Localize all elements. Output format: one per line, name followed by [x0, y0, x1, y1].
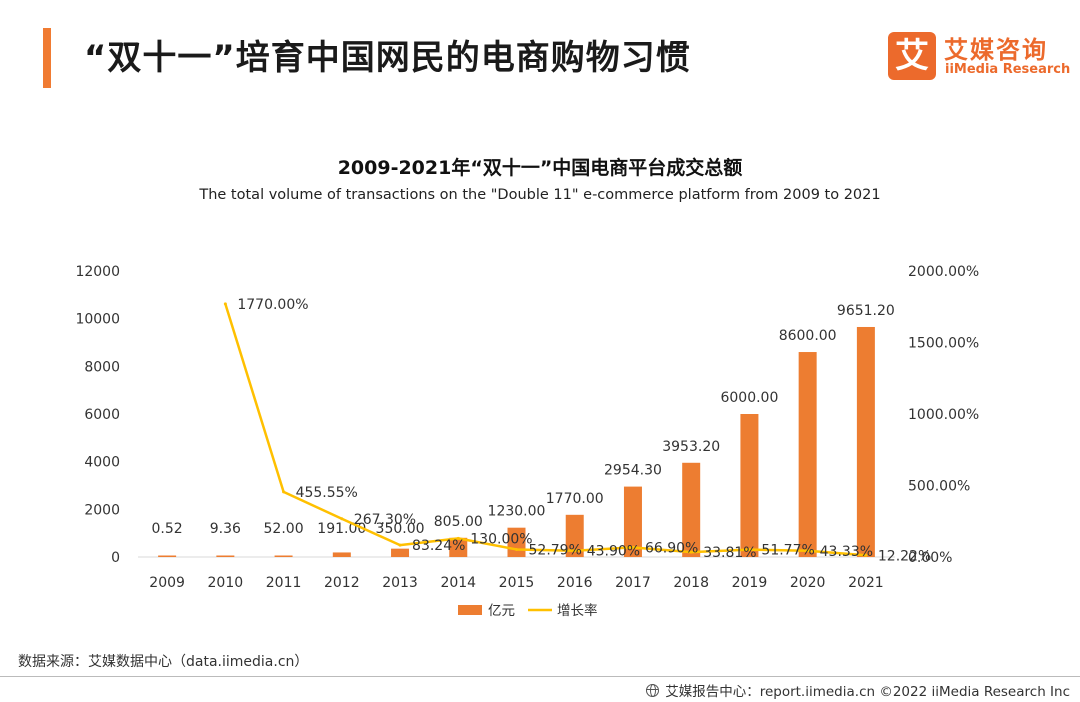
logo-mark: 艾 — [888, 32, 936, 80]
growth-rate-label: 83.24% — [412, 538, 465, 554]
growth-rate-label: 455.55% — [296, 485, 358, 501]
growth-rate-label: 51.77% — [761, 543, 814, 559]
x-tick-label: 2016 — [557, 575, 593, 591]
bar-data-label: 350.00 — [376, 521, 425, 537]
data-source: 数据来源：艾媒数据中心（data.iimedia.cn） — [18, 654, 309, 670]
bar-data-label: 9651.20 — [837, 303, 895, 319]
bar — [216, 555, 235, 557]
x-tick-label: 2015 — [499, 575, 535, 591]
bar-data-label: 1770.00 — [546, 491, 604, 507]
y-left-tick-label: 8000 — [84, 359, 120, 375]
footer-text: 艾媒报告中心：report.iimedia.cn ©2022 iiMedia R… — [665, 684, 1070, 700]
growth-rate-label: 52.79% — [529, 542, 582, 558]
growth-rate-line — [224, 303, 866, 557]
bar-data-label: 1230.00 — [488, 504, 546, 520]
x-tick-label: 2014 — [440, 575, 476, 591]
y-right-tick-label: 1000.00% — [908, 407, 979, 423]
iimedia-logo: 艾 艾媒咨询 iiMedia Research — [888, 30, 1070, 82]
growth-rate-point — [340, 517, 344, 521]
x-tick-label: 2018 — [673, 575, 709, 591]
bar — [449, 537, 468, 557]
footer-divider — [0, 676, 1080, 677]
x-tick-label: 2021 — [848, 575, 884, 591]
y-right-tick-label: 500.00% — [908, 479, 970, 495]
footer: 艾媒报告中心：report.iimedia.cn ©2022 iiMedia R… — [646, 680, 1070, 700]
x-tick-label: 2020 — [790, 575, 826, 591]
growth-rate-label: 267.30% — [354, 512, 416, 528]
growth-rate-label: 33.81% — [703, 545, 756, 561]
x-tick-label: 2012 — [324, 575, 360, 591]
growth-rate-point — [223, 302, 227, 306]
growth-rate-point — [573, 549, 577, 553]
growth-rate-point — [747, 548, 751, 552]
bar — [274, 555, 293, 557]
y-left-tick-label: 10000 — [75, 312, 120, 328]
title-accent-bar — [43, 28, 51, 88]
y-left-tick-label: 12000 — [75, 264, 120, 280]
x-tick-label: 2010 — [208, 575, 244, 591]
bar-data-label: 52.00 — [264, 521, 304, 537]
bar — [798, 352, 817, 557]
logo-english-name: iiMedia Research — [945, 62, 1071, 77]
growth-rate-point — [456, 536, 460, 540]
growth-rate-point — [515, 547, 518, 551]
y-right-tick-label: 1500.00% — [908, 336, 979, 352]
x-tick-label: 2019 — [732, 575, 768, 591]
y-right-tick-label: 0.00% — [908, 550, 952, 566]
x-tick-label: 2017 — [615, 575, 651, 591]
y-left-tick-label: 2000 — [84, 502, 120, 518]
bar — [565, 514, 584, 557]
growth-rate-label: 12.22% — [878, 548, 931, 564]
bar-data-label: 0.52 — [152, 521, 183, 537]
bar — [623, 486, 642, 557]
growth-rate-label: 1770.00% — [237, 297, 308, 313]
growth-rate-point — [806, 549, 810, 553]
chart-title: 2009-2021年“双十一”中国电商平台成交总额 — [337, 157, 743, 179]
legend-label-line: 增长率 — [557, 602, 598, 619]
bar — [332, 552, 351, 557]
growth-rate-label: 43.33% — [820, 544, 873, 560]
bar-data-label: 6000.00 — [720, 390, 778, 406]
growth-rate-label: 43.90% — [587, 544, 640, 560]
bar-data-label: 3953.20 — [662, 439, 720, 455]
growth-rate-point — [398, 543, 402, 547]
bar-data-label: 8600.00 — [779, 328, 837, 344]
logo-chinese-name: 艾媒咨询 — [944, 36, 1048, 64]
growth-rate-point — [631, 545, 635, 549]
x-tick-label: 2009 — [149, 575, 185, 591]
legend-label-bar: 亿元 — [488, 603, 515, 619]
bar-data-label: 2954.30 — [604, 463, 662, 479]
growth-rate-point — [864, 553, 868, 557]
bar — [391, 548, 410, 557]
bar — [158, 555, 177, 557]
y-left-tick-label: 4000 — [84, 455, 120, 471]
globe-icon — [646, 683, 660, 697]
growth-rate-label: 130.00% — [470, 531, 532, 547]
x-tick-label: 2013 — [382, 575, 418, 591]
y-left-tick-label: 0 — [111, 550, 120, 566]
bar — [682, 462, 701, 557]
legend-swatch-bar — [458, 605, 482, 615]
y-left-tick-label: 6000 — [84, 407, 120, 423]
growth-rate-point — [282, 490, 286, 494]
y-right-tick-label: 2000.00% — [908, 264, 979, 280]
growth-rate-label: 66.90% — [645, 540, 698, 556]
x-tick-label: 2011 — [266, 575, 302, 591]
page-title: “双十一”培育中国网民的电商购物习惯 — [84, 38, 691, 78]
bar — [740, 414, 759, 557]
bar — [856, 326, 875, 557]
growth-rate-point — [689, 550, 693, 554]
bar-data-label: 805.00 — [434, 514, 483, 530]
chart-subtitle: The total volume of transactions on the … — [199, 187, 881, 203]
bar-data-label: 9.36 — [210, 521, 241, 537]
